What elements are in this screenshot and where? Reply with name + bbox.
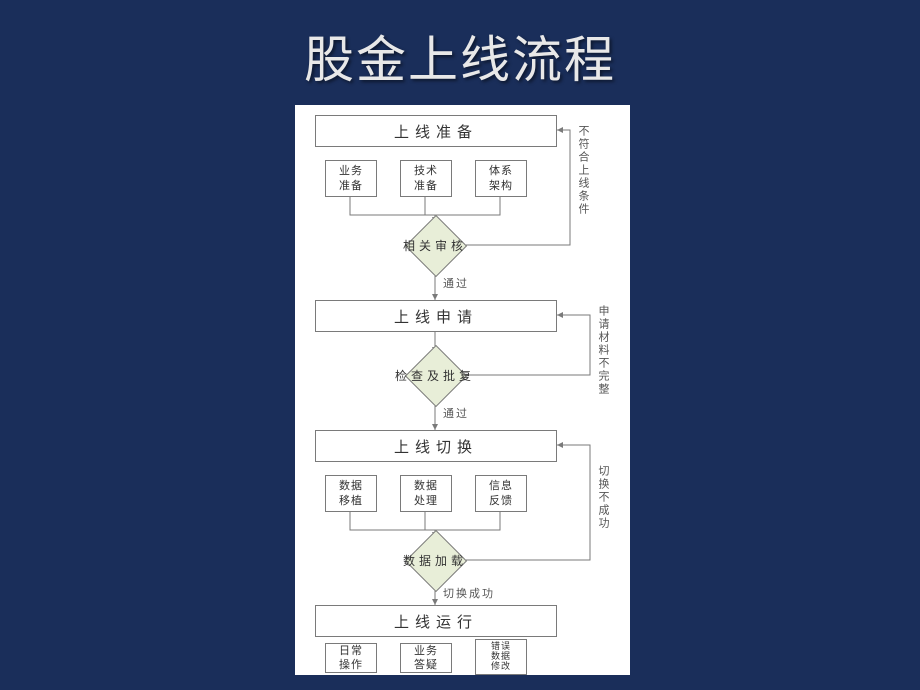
flowchart-canvas: 上线准备 业务 准备 技术 准备 体系 架构 相关审核 通过 上线申请 检查及批… [295,105,630,675]
node-label: 上线申请 [394,306,478,327]
node-s4b: 业务 答疑 [400,643,452,673]
node-d2: 检查及批复 [414,354,456,396]
node-s3a: 数据 移植 [325,475,377,512]
node-s4a: 日常 操作 [325,643,377,673]
node-label: 检查及批复 [394,354,476,396]
slide-title: 股金上线流程 [0,0,920,92]
node-s1c: 体系 架构 [475,160,527,197]
node-label: 信息 反馈 [489,479,513,508]
node-label: 相关审核 [394,224,476,266]
edge-label-fb3: 切换不成功 [595,465,611,530]
node-label: 技术 准备 [414,164,438,193]
node-label: 上线运行 [394,611,478,632]
edge-label-succ: 切换成功 [443,585,495,601]
slide: 股金上线流程 [0,0,920,690]
node-label: 数据 移植 [339,479,363,508]
node-s3c: 信息 反馈 [475,475,527,512]
node-s1a: 业务 准备 [325,160,377,197]
edge-label-pass2: 通过 [443,405,469,421]
node-label: 数据 处理 [414,479,438,508]
edge-label-fb2: 申请材料不完整 [595,305,611,396]
node-label: 数据加载 [394,539,476,581]
node-p4: 上线运行 [315,605,557,637]
node-p2: 上线申请 [315,300,557,332]
node-label: 错误 数据 修改 [491,642,511,672]
node-d3: 数据加载 [414,539,456,581]
node-s1b: 技术 准备 [400,160,452,197]
node-p1: 上线准备 [315,115,557,147]
node-label: 体系 架构 [489,164,513,193]
node-label: 上线切换 [394,436,478,457]
node-label: 业务 答疑 [414,644,438,673]
node-label: 业务 准备 [339,164,363,193]
node-d1: 相关审核 [414,224,456,266]
node-s3b: 数据 处理 [400,475,452,512]
node-p3: 上线切换 [315,430,557,462]
node-s4c: 错误 数据 修改 [475,639,527,675]
node-label: 上线准备 [394,121,478,142]
edge-label-fb1: 不符合上线条件 [575,125,591,216]
node-label: 日常 操作 [339,644,363,673]
edge-label-pass1: 通过 [443,275,469,291]
